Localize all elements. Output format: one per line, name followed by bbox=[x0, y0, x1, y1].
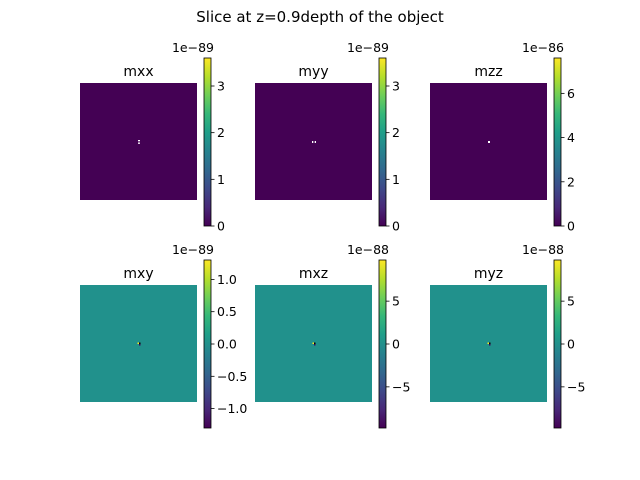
subplot-title: mxy bbox=[123, 266, 153, 282]
colorbar-tick-label: 1 bbox=[392, 172, 400, 187]
colorbar-tick-label: 2 bbox=[217, 125, 225, 140]
center-mark bbox=[488, 141, 490, 143]
heatmap-image bbox=[80, 83, 197, 200]
center-mark bbox=[137, 342, 139, 344]
subplot-title: mxx bbox=[123, 64, 153, 80]
center-mark bbox=[138, 142, 140, 144]
colorbar-offset-text: 1e−86 bbox=[522, 40, 564, 55]
colorbar-tick-label: 4 bbox=[567, 130, 575, 145]
center-mark bbox=[314, 342, 316, 344]
center-mark bbox=[489, 342, 491, 344]
colorbar-tick-label: −0.5 bbox=[217, 369, 247, 384]
colorbar-tick-label: 3 bbox=[392, 79, 400, 94]
subplot-myy: myy 0 1 2 3 1e−89 bbox=[255, 40, 400, 234]
colorbar-tick-label: −5 bbox=[567, 379, 585, 394]
colorbar-offset-text: 1e−89 bbox=[347, 40, 389, 55]
center-mark bbox=[314, 344, 316, 346]
colorbar bbox=[203, 57, 212, 227]
colorbar-tick-label: 5 bbox=[392, 294, 400, 309]
colorbar-tick-label: 2 bbox=[567, 174, 575, 189]
heatmap-image bbox=[255, 83, 372, 200]
colorbar-offset-text: 1e−89 bbox=[172, 242, 214, 257]
colorbar-tick-label: 3 bbox=[217, 79, 225, 94]
center-mark bbox=[489, 344, 491, 346]
colorbar-offset-text: 1e−88 bbox=[522, 242, 564, 257]
center-mark bbox=[487, 342, 489, 344]
center-mark bbox=[312, 342, 314, 344]
colorbar-tick-label: 2 bbox=[392, 125, 400, 140]
colorbar bbox=[378, 259, 387, 429]
center-mark bbox=[314, 141, 316, 143]
colorbar-tick-label: 0 bbox=[567, 337, 575, 352]
subplot-title: mxz bbox=[299, 266, 328, 282]
subplot-myz: myz −5 0 5 1e−88 bbox=[430, 242, 585, 429]
colorbar-tick-label: 1.0 bbox=[217, 272, 237, 287]
subplot-mxy: mxy −1.0 −0.5 0.0 0.5 1.01e−89 bbox=[80, 242, 247, 429]
colorbar bbox=[378, 57, 387, 227]
colorbar-tick-label: 6 bbox=[567, 86, 575, 101]
colorbar-tick-label: 0 bbox=[392, 219, 400, 234]
subplot-mzz: mzz 0 2 4 6 1e−86 bbox=[430, 40, 575, 234]
center-mark bbox=[139, 344, 141, 346]
subplot-title: myy bbox=[298, 64, 328, 80]
colorbar bbox=[203, 259, 212, 429]
colorbar-tick-label: 0.0 bbox=[217, 337, 237, 352]
center-mark bbox=[139, 342, 141, 344]
colorbar-tick-label: 5 bbox=[567, 294, 575, 309]
colorbar-tick-label: −5 bbox=[392, 379, 410, 394]
colorbar-tick-label: 0.5 bbox=[217, 304, 237, 319]
colorbar-offset-text: 1e−89 bbox=[172, 40, 214, 55]
center-mark bbox=[138, 140, 140, 142]
colorbar bbox=[553, 57, 562, 227]
figure-suptitle: Slice at z=0.9depth of the object bbox=[196, 8, 444, 26]
colorbar-tick-label: 0 bbox=[567, 219, 575, 234]
colorbar bbox=[553, 259, 562, 429]
colorbar-tick-label: 1 bbox=[217, 172, 225, 187]
subplot-mxx: mxx 0 1 2 3 1e−89 bbox=[80, 40, 225, 234]
colorbar-tick-label: 0 bbox=[392, 337, 400, 352]
subplot-title: myz bbox=[474, 266, 503, 282]
colorbar-tick-label: −1.0 bbox=[217, 401, 247, 416]
subplot-mxz: mxz −5 0 5 1e−88 bbox=[255, 242, 410, 429]
colorbar-tick-label: 0 bbox=[217, 219, 225, 234]
colorbar-offset-text: 1e−88 bbox=[347, 242, 389, 257]
subplot-title: mzz bbox=[474, 64, 502, 80]
center-mark bbox=[312, 141, 314, 143]
